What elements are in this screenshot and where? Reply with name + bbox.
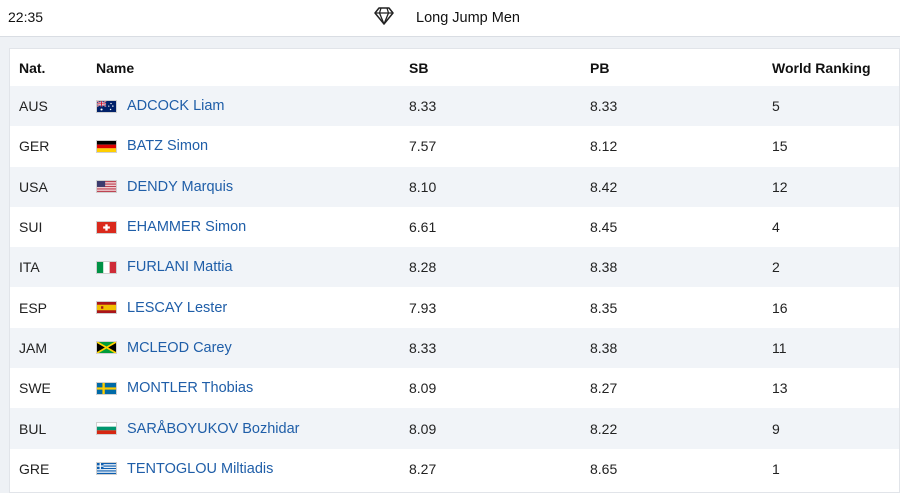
- pb-cell: 8.42: [590, 178, 618, 195]
- table-row: USA DENDY Marquis 8.10 8.42 12: [10, 166, 899, 207]
- name-cell: MONTLER Thobias: [96, 368, 409, 408]
- table-row: GER BATZ Simon 7.57 8.12 15: [10, 126, 899, 167]
- pb-cell: 8.38: [590, 259, 618, 276]
- name-cell: EHAMMER Simon: [96, 207, 409, 247]
- table-row: JAM MCLEOD Carey 8.33 8.38 11: [10, 327, 899, 369]
- table-row: SUI EHAMMER Simon 6.61 8.45 4: [10, 206, 899, 248]
- clock-time: 22:35: [8, 9, 44, 25]
- pb-cell: 8.65: [590, 460, 618, 477]
- name-cell: FURLANI Mattia: [96, 247, 409, 287]
- athlete-name-link[interactable]: DENDY Marquis: [127, 178, 234, 195]
- name-cell: LESCAY Lester: [96, 287, 409, 327]
- flag-aus-icon: [96, 99, 117, 113]
- table-row: BUL SARÅBOYUKOV Bozhidar 8.09 8.22 9: [10, 408, 899, 449]
- athlete-name-link[interactable]: BATZ Simon: [127, 138, 209, 155]
- name-cell: BATZ Simon: [96, 126, 409, 166]
- table-row: ESP LESCAY Lester 7.93 8.35 16: [10, 287, 899, 328]
- athlete-name-link[interactable]: TENTOGLOU Miltiadis: [127, 460, 274, 477]
- athlete-name-link[interactable]: ADCOCK Liam: [127, 98, 225, 115]
- sb-cell: 7.93: [409, 299, 437, 316]
- pb-cell: 8.27: [590, 380, 618, 397]
- pb-cell: 8.35: [590, 299, 618, 316]
- table-row: AUS ADCOCK Liam 8.33 8.33 5: [10, 86, 899, 127]
- table-header-row: Nat. Name SB PB World Ranking: [10, 49, 899, 86]
- sb-cell: 8.09: [409, 420, 437, 437]
- sb-cell: 8.27: [409, 460, 437, 477]
- col-header-pb: PB: [590, 59, 610, 76]
- sb-cell: 8.28: [409, 259, 437, 276]
- name-cell: ADCOCK Liam: [96, 86, 409, 126]
- world-ranking-cell: 5: [772, 98, 780, 115]
- col-header-sb: SB: [409, 59, 429, 76]
- sb-cell: 8.33: [409, 98, 437, 115]
- flag-sui-icon: [96, 220, 117, 234]
- sb-cell: 8.10: [409, 178, 437, 195]
- start-list-card: Nat. Name SB PB World Ranking AUS ADCOCK …: [9, 48, 900, 493]
- flag-esp-icon: [96, 301, 117, 315]
- world-ranking-cell: 13: [772, 380, 788, 397]
- world-ranking-cell: 4: [772, 219, 780, 236]
- flag-gre-icon: [96, 462, 117, 476]
- nat-cell: SUI: [19, 219, 43, 236]
- athlete-name-link[interactable]: EHAMMER Simon: [127, 219, 247, 236]
- flag-ita-icon: [96, 260, 117, 274]
- world-ranking-cell: 16: [772, 299, 788, 316]
- flag-swe-icon: [96, 381, 117, 395]
- flag-bul-icon: [96, 422, 117, 436]
- flag-usa-icon: [96, 180, 117, 194]
- pb-cell: 8.38: [590, 339, 618, 356]
- sb-cell: 7.57: [409, 138, 437, 155]
- world-ranking-cell: 9: [772, 420, 780, 437]
- name-cell: SARÅBOYUKOV Bozhidar: [96, 408, 409, 448]
- sb-cell: 8.09: [409, 380, 437, 397]
- start-list-table: Nat. Name SB PB World Ranking AUS ADCOCK …: [10, 49, 899, 489]
- pb-cell: 8.22: [590, 420, 618, 437]
- world-ranking-cell: 1: [772, 460, 780, 477]
- nat-cell: SWE: [19, 380, 51, 397]
- world-ranking-cell: 15: [772, 138, 788, 155]
- flag-jam-icon: [96, 341, 117, 355]
- pb-cell: 8.33: [590, 98, 618, 115]
- nat-cell: BUL: [19, 420, 47, 437]
- top-bar: 22:35 Long Jump Men: [0, 0, 900, 37]
- col-header-world-ranking: World Ranking: [772, 59, 871, 76]
- world-ranking-cell: 12: [772, 178, 788, 195]
- sb-cell: 8.33: [409, 339, 437, 356]
- nat-cell: JAM: [19, 339, 47, 356]
- flag-ger-icon: [96, 139, 117, 153]
- name-cell: DENDY Marquis: [96, 167, 409, 207]
- pb-cell: 8.45: [590, 219, 618, 236]
- athlete-name-link[interactable]: MCLEOD Carey: [127, 339, 232, 356]
- nat-cell: AUS: [19, 98, 48, 115]
- athlete-name-link[interactable]: LESCAY Lester: [127, 299, 228, 316]
- event-title: Long Jump Men: [416, 10, 520, 26]
- athlete-name-link[interactable]: MONTLER Thobias: [127, 380, 254, 397]
- table-row: GRE TENTOGLOU Miltiadis 8.27 8.65 1: [10, 448, 899, 489]
- table-row: SWE MONTLER Thobias 8.09 8.27 13: [10, 368, 899, 409]
- athlete-name-link[interactable]: FURLANI Mattia: [127, 259, 233, 276]
- col-header-name: Name: [96, 59, 135, 76]
- nat-cell: GER: [19, 138, 50, 155]
- name-cell: TENTOGLOU Miltiadis: [96, 449, 409, 489]
- world-ranking-cell: 11: [772, 339, 787, 356]
- nat-cell: ESP: [19, 299, 48, 316]
- table-row: ITA FURLANI Mattia 8.28 8.38 2: [10, 247, 899, 288]
- pb-cell: 8.12: [590, 138, 618, 155]
- world-ranking-cell: 2: [772, 259, 780, 276]
- col-header-nat: Nat.: [19, 59, 46, 76]
- diamond-icon: [374, 6, 394, 30]
- nat-cell: ITA: [19, 259, 40, 276]
- name-cell: MCLEOD Carey: [96, 328, 409, 368]
- nat-cell: USA: [19, 178, 48, 195]
- event-title-group: Long Jump Men: [374, 6, 520, 30]
- nat-cell: GRE: [19, 460, 50, 477]
- athlete-name-link[interactable]: SARÅBOYUKOV Bozhidar: [127, 420, 300, 437]
- sb-cell: 6.61: [409, 219, 437, 236]
